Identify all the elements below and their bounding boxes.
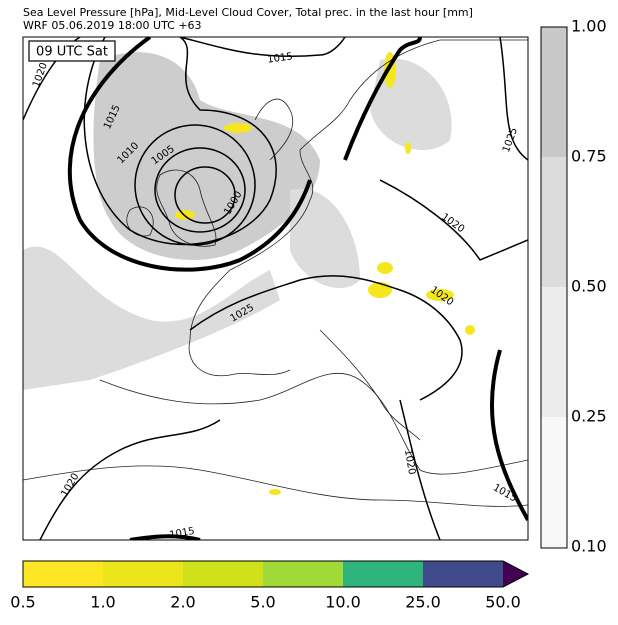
- precip-colorbar: 0.5 1.0 2.0 5.0 10.0 25.0 50.0: [10, 560, 530, 612]
- cloud-tick-label: 0.25: [571, 407, 607, 426]
- coastlines: [23, 39, 528, 507]
- precipitation: [175, 52, 475, 495]
- precip-tick-label: 2.0: [170, 593, 195, 612]
- cloud-tick-label: 0.50: [571, 277, 607, 296]
- cloud-colorbar: 1.00 0.75 0.50 0.25 0.10: [540, 17, 607, 556]
- precip-tick-label: 1.0: [90, 593, 115, 612]
- cloud-tick-label: 0.10: [571, 537, 607, 556]
- cloud-tick-label: 0.75: [571, 147, 607, 166]
- cloud-tick-label: 1.00: [571, 17, 607, 36]
- time-label: 09 UTC Sat: [36, 45, 108, 60]
- subtitle: WRF 05.06.2019 18:00 UTC +63: [23, 19, 202, 32]
- precip-tick-label: 0.5: [10, 593, 35, 612]
- contour-label: 1020: [402, 449, 417, 476]
- precip-tick-label: 25.0: [405, 593, 441, 612]
- precip-tick-label: 50.0: [485, 593, 521, 612]
- isobars: [23, 37, 528, 540]
- contour-label: 1015: [169, 526, 196, 541]
- precip-tick-label: 10.0: [325, 593, 361, 612]
- map: 1020 1015 1015 1010 1005 1000 1025 1020 …: [23, 37, 528, 541]
- title: Sea Level Pressure [hPa], Mid-Level Clou…: [23, 6, 473, 19]
- precip-tick-label: 5.0: [250, 593, 275, 612]
- contour-label: 1015: [267, 51, 294, 65]
- time-label-box: [28, 40, 116, 62]
- map-frame: [22, 36, 529, 541]
